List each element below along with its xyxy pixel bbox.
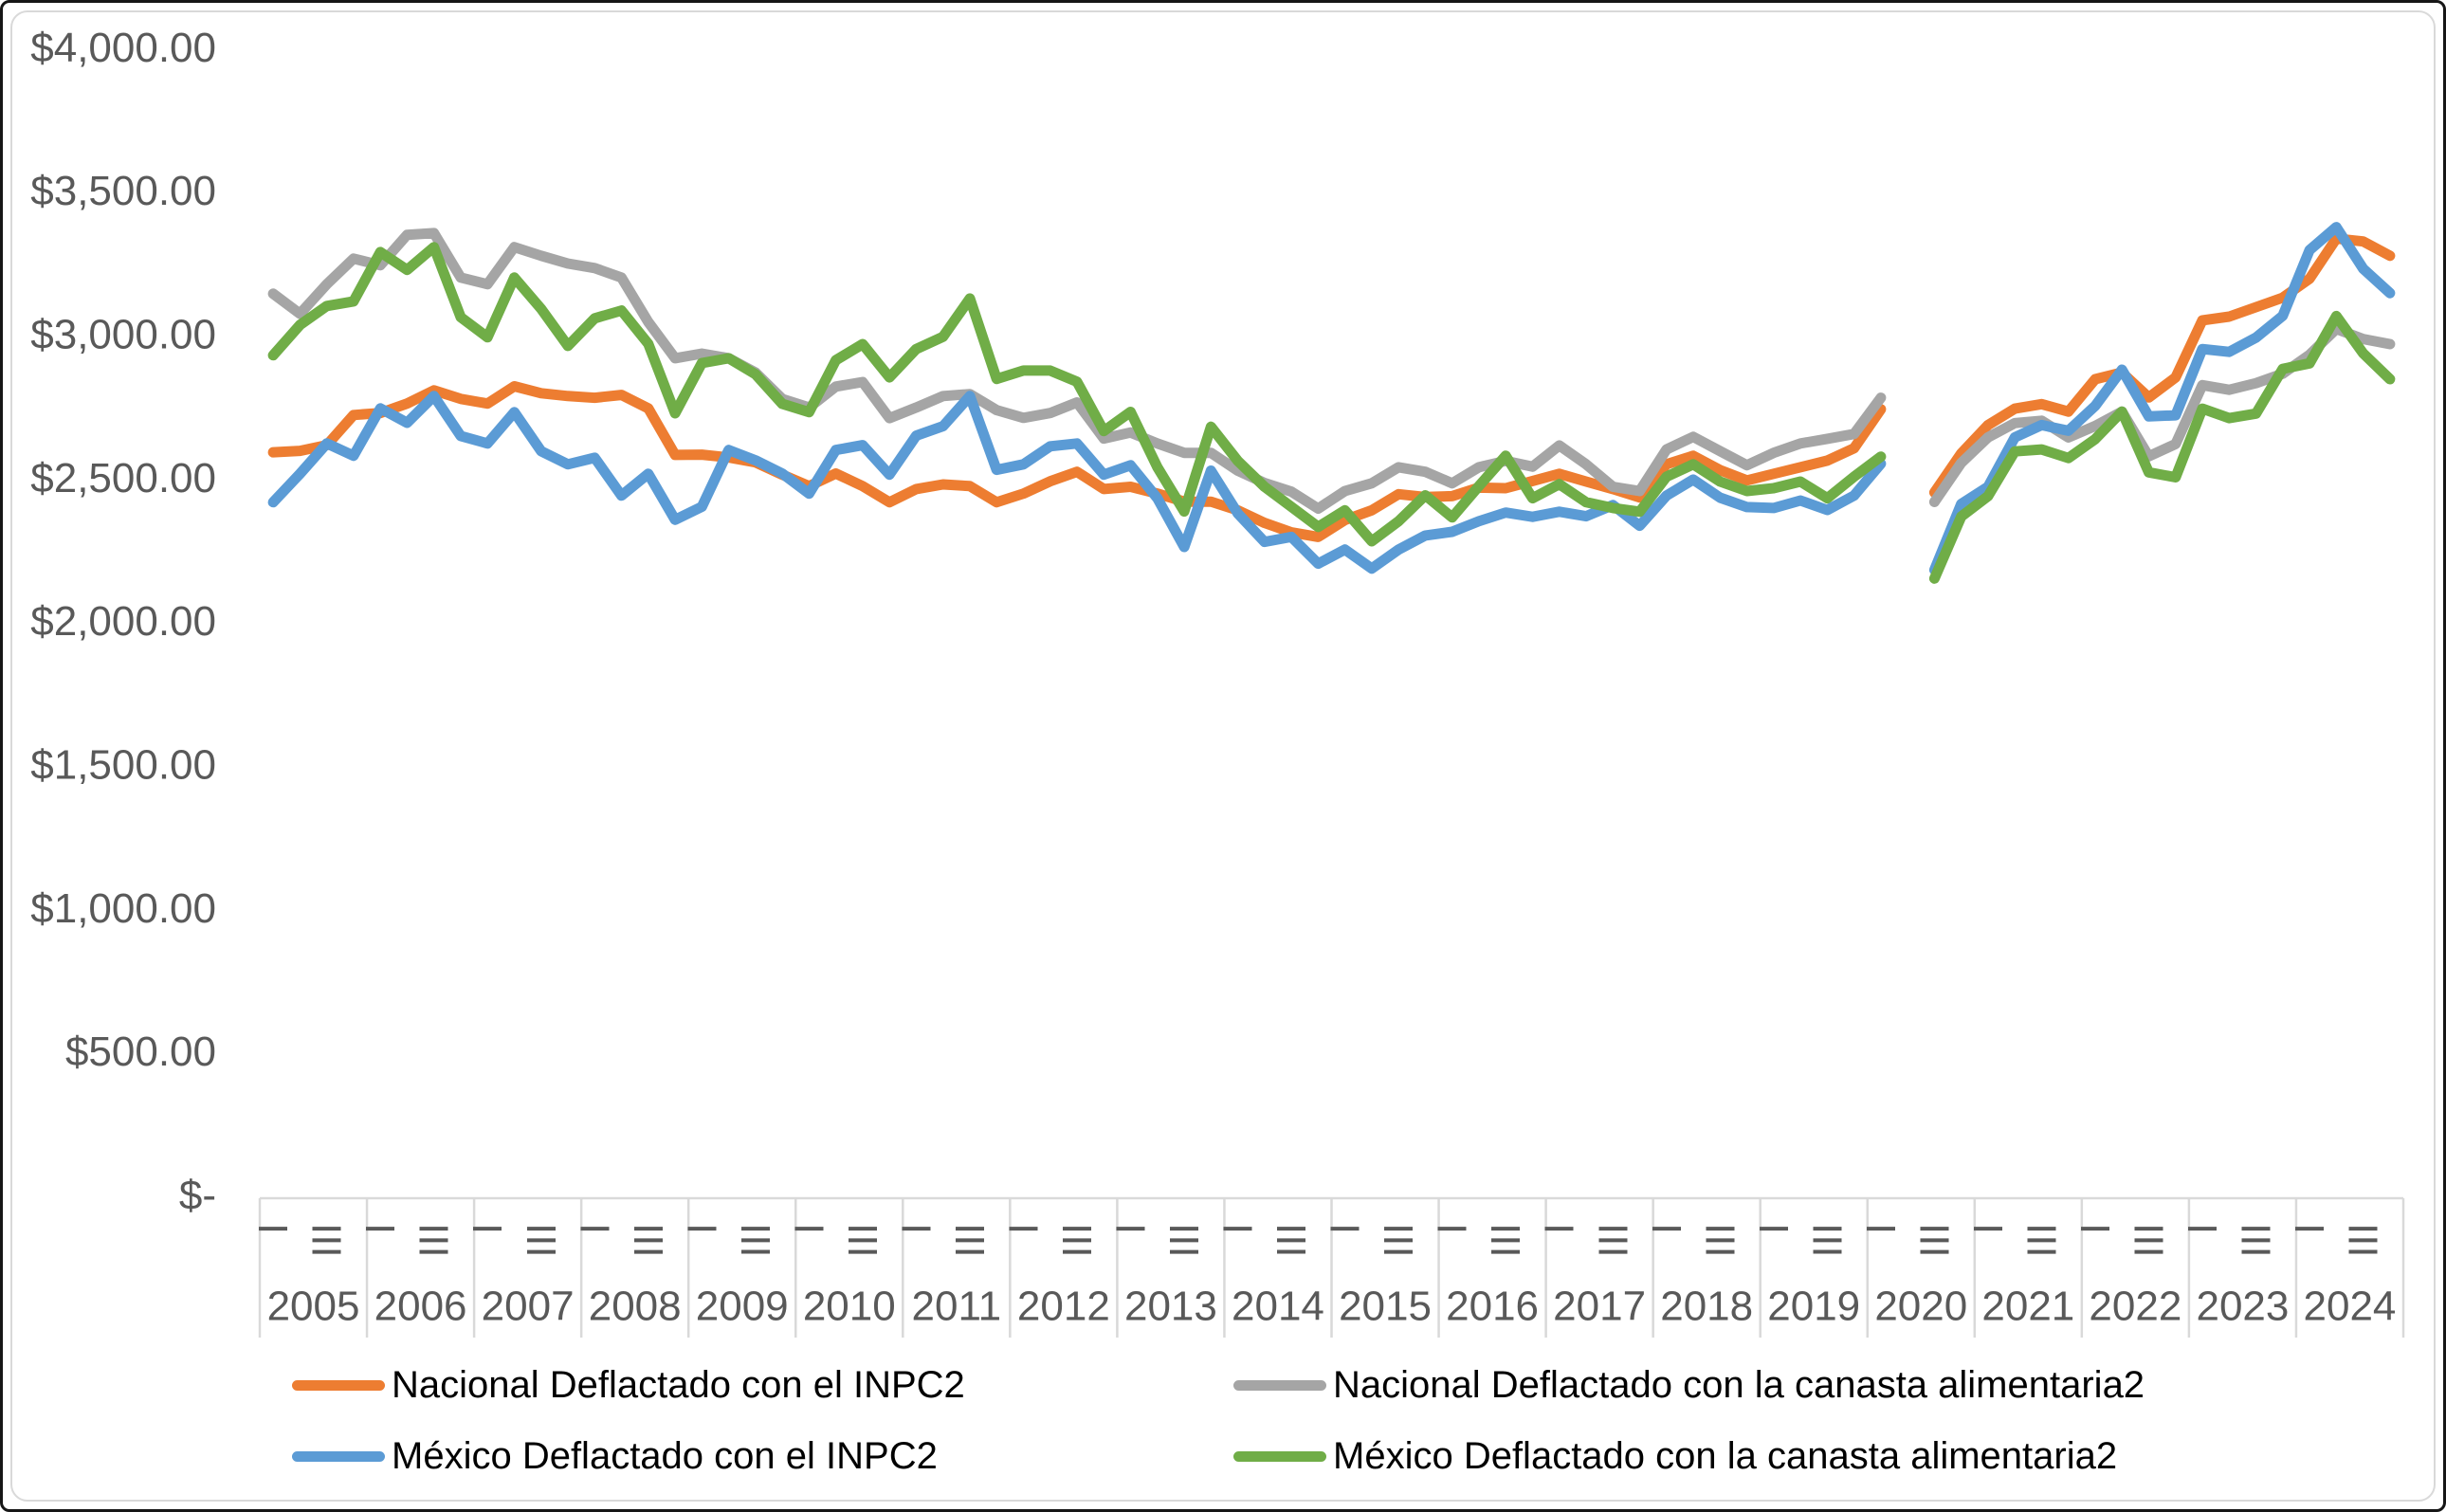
svg-text:I: I	[999, 1223, 1046, 1234]
svg-text:I: I	[1214, 1223, 1261, 1234]
svg-text:III: III	[625, 1223, 671, 1258]
svg-text:I: I	[1857, 1223, 1904, 1234]
svg-text:I: I	[464, 1223, 510, 1234]
svg-text:I: I	[2072, 1223, 2118, 1234]
legend-label: Nacional Deflactado con la canasta alime…	[1333, 1363, 2145, 1406]
svg-text:III: III	[1696, 1223, 1743, 1258]
svg-text:I: I	[1750, 1223, 1797, 1234]
svg-text:2015: 2015	[1339, 1284, 1432, 1330]
svg-text:I: I	[892, 1223, 939, 1234]
svg-text:III: III	[1053, 1223, 1100, 1258]
svg-text:$500.00: $500.00	[65, 1029, 216, 1075]
legend-line-swatch-gray	[1233, 1379, 1326, 1391]
svg-text:2017: 2017	[1553, 1284, 1646, 1330]
svg-text:III: III	[2017, 1223, 2064, 1258]
x-axis	[258, 1196, 2405, 1338]
svg-text:2014: 2014	[1232, 1284, 1324, 1330]
series-0	[267, 233, 2396, 542]
svg-text:III: III	[303, 1223, 350, 1258]
svg-text:2020: 2020	[1874, 1284, 1967, 1330]
svg-text:2009: 2009	[696, 1284, 789, 1330]
svg-text:2016: 2016	[1446, 1284, 1539, 1330]
svg-text:2005: 2005	[267, 1284, 360, 1330]
svg-text:2011: 2011	[912, 1284, 1002, 1330]
svg-text:I: I	[1964, 1223, 2011, 1234]
svg-text:III: III	[1482, 1223, 1528, 1258]
svg-text:III: III	[946, 1223, 993, 1258]
svg-text:$2,000.00: $2,000.00	[30, 598, 216, 645]
svg-text:III: III	[1589, 1223, 1635, 1258]
svg-text:I: I	[1429, 1223, 1475, 1234]
svg-text:$-: $-	[179, 1173, 216, 1219]
svg-text:2012: 2012	[1017, 1284, 1110, 1330]
svg-text:III: III	[732, 1223, 778, 1258]
x-axis-year-labels: 2005 2006 2007 2008 2009 2010 2011 2012 2013 2014…	[267, 1284, 2397, 1330]
svg-text:I: I	[356, 1223, 403, 1234]
svg-text:III: III	[1268, 1223, 1314, 1258]
svg-text:2019: 2019	[1767, 1284, 1860, 1330]
svg-text:III: III	[1160, 1223, 1207, 1258]
svg-text:2007: 2007	[482, 1284, 575, 1330]
svg-text:III: III	[1803, 1223, 1850, 1258]
svg-text:III: III	[839, 1223, 885, 1258]
svg-text:III: III	[411, 1223, 457, 1258]
svg-text:$1,500.00: $1,500.00	[30, 742, 216, 789]
series-3	[267, 242, 2396, 584]
legend-item-nacional-canasta: Nacional Deflactado con la canasta alime…	[1233, 1361, 2145, 1409]
svg-text:2023: 2023	[2196, 1284, 2289, 1330]
svg-text:$4,000.00: $4,000.00	[30, 25, 216, 71]
svg-text:III: III	[1375, 1223, 1421, 1258]
svg-text:III: III	[2233, 1223, 2279, 1258]
svg-text:III: III	[2340, 1223, 2386, 1258]
svg-text:I: I	[249, 1223, 296, 1234]
svg-text:2013: 2013	[1124, 1284, 1217, 1330]
svg-text:$1,000.00: $1,000.00	[30, 885, 216, 932]
svg-text:$3,000.00: $3,000.00	[30, 312, 216, 358]
y-axis-labels: $4,000.00 $3,500.00 $3,000.00 $2,500.00 $2,0…	[30, 25, 216, 1219]
svg-text:2024: 2024	[2304, 1284, 2397, 1330]
svg-text:2018: 2018	[1660, 1284, 1753, 1330]
svg-text:I: I	[678, 1223, 724, 1234]
svg-text:I: I	[785, 1223, 831, 1234]
svg-text:I: I	[2286, 1223, 2332, 1234]
svg-text:I: I	[571, 1223, 617, 1234]
svg-text:III: III	[2126, 1223, 2172, 1258]
line-chart-canvas: $4,000.00 $3,500.00 $3,000.00 $2,500.00 $2,0…	[30, 25, 2405, 1338]
svg-text:2008: 2008	[589, 1284, 682, 1330]
legend-label: México Deflactado con el INPC2	[392, 1434, 938, 1477]
svg-text:III: III	[1910, 1223, 1957, 1258]
svg-text:$2,500.00: $2,500.00	[30, 455, 216, 501]
legend-line-swatch-blue	[292, 1450, 385, 1462]
svg-text:2022: 2022	[2089, 1284, 2181, 1330]
svg-text:I: I	[1536, 1223, 1582, 1234]
svg-text:I: I	[1643, 1223, 1689, 1234]
legend-label: México Deflactado con la canasta aliment…	[1333, 1434, 2118, 1477]
svg-text:2010: 2010	[803, 1284, 896, 1330]
svg-text:I: I	[1107, 1223, 1154, 1234]
x-axis-quarter-labels: I III I III I III I III I III I III I III I III I III I III…	[249, 1223, 2385, 1258]
legend-item-mexico-inpc: México Deflactado con el INPC2	[292, 1432, 938, 1480]
legend-item-nacional-inpc: Nacional Deflactado con el INPC2	[292, 1361, 965, 1409]
svg-text:III: III	[518, 1223, 564, 1258]
svg-text:2006: 2006	[374, 1284, 467, 1330]
legend-line-swatch-green	[1233, 1450, 1326, 1462]
svg-text:$3,500.00: $3,500.00	[30, 168, 216, 214]
svg-text:2021: 2021	[1981, 1284, 2074, 1330]
legend-line-swatch-orange	[292, 1379, 385, 1391]
svg-text:I: I	[2179, 1223, 2225, 1234]
series-1	[267, 228, 2396, 514]
svg-text:I: I	[1322, 1223, 1368, 1234]
legend-item-mexico-canasta: México Deflactado con la canasta aliment…	[1233, 1432, 2117, 1480]
legend-label: Nacional Deflactado con el INPC2	[392, 1363, 965, 1406]
